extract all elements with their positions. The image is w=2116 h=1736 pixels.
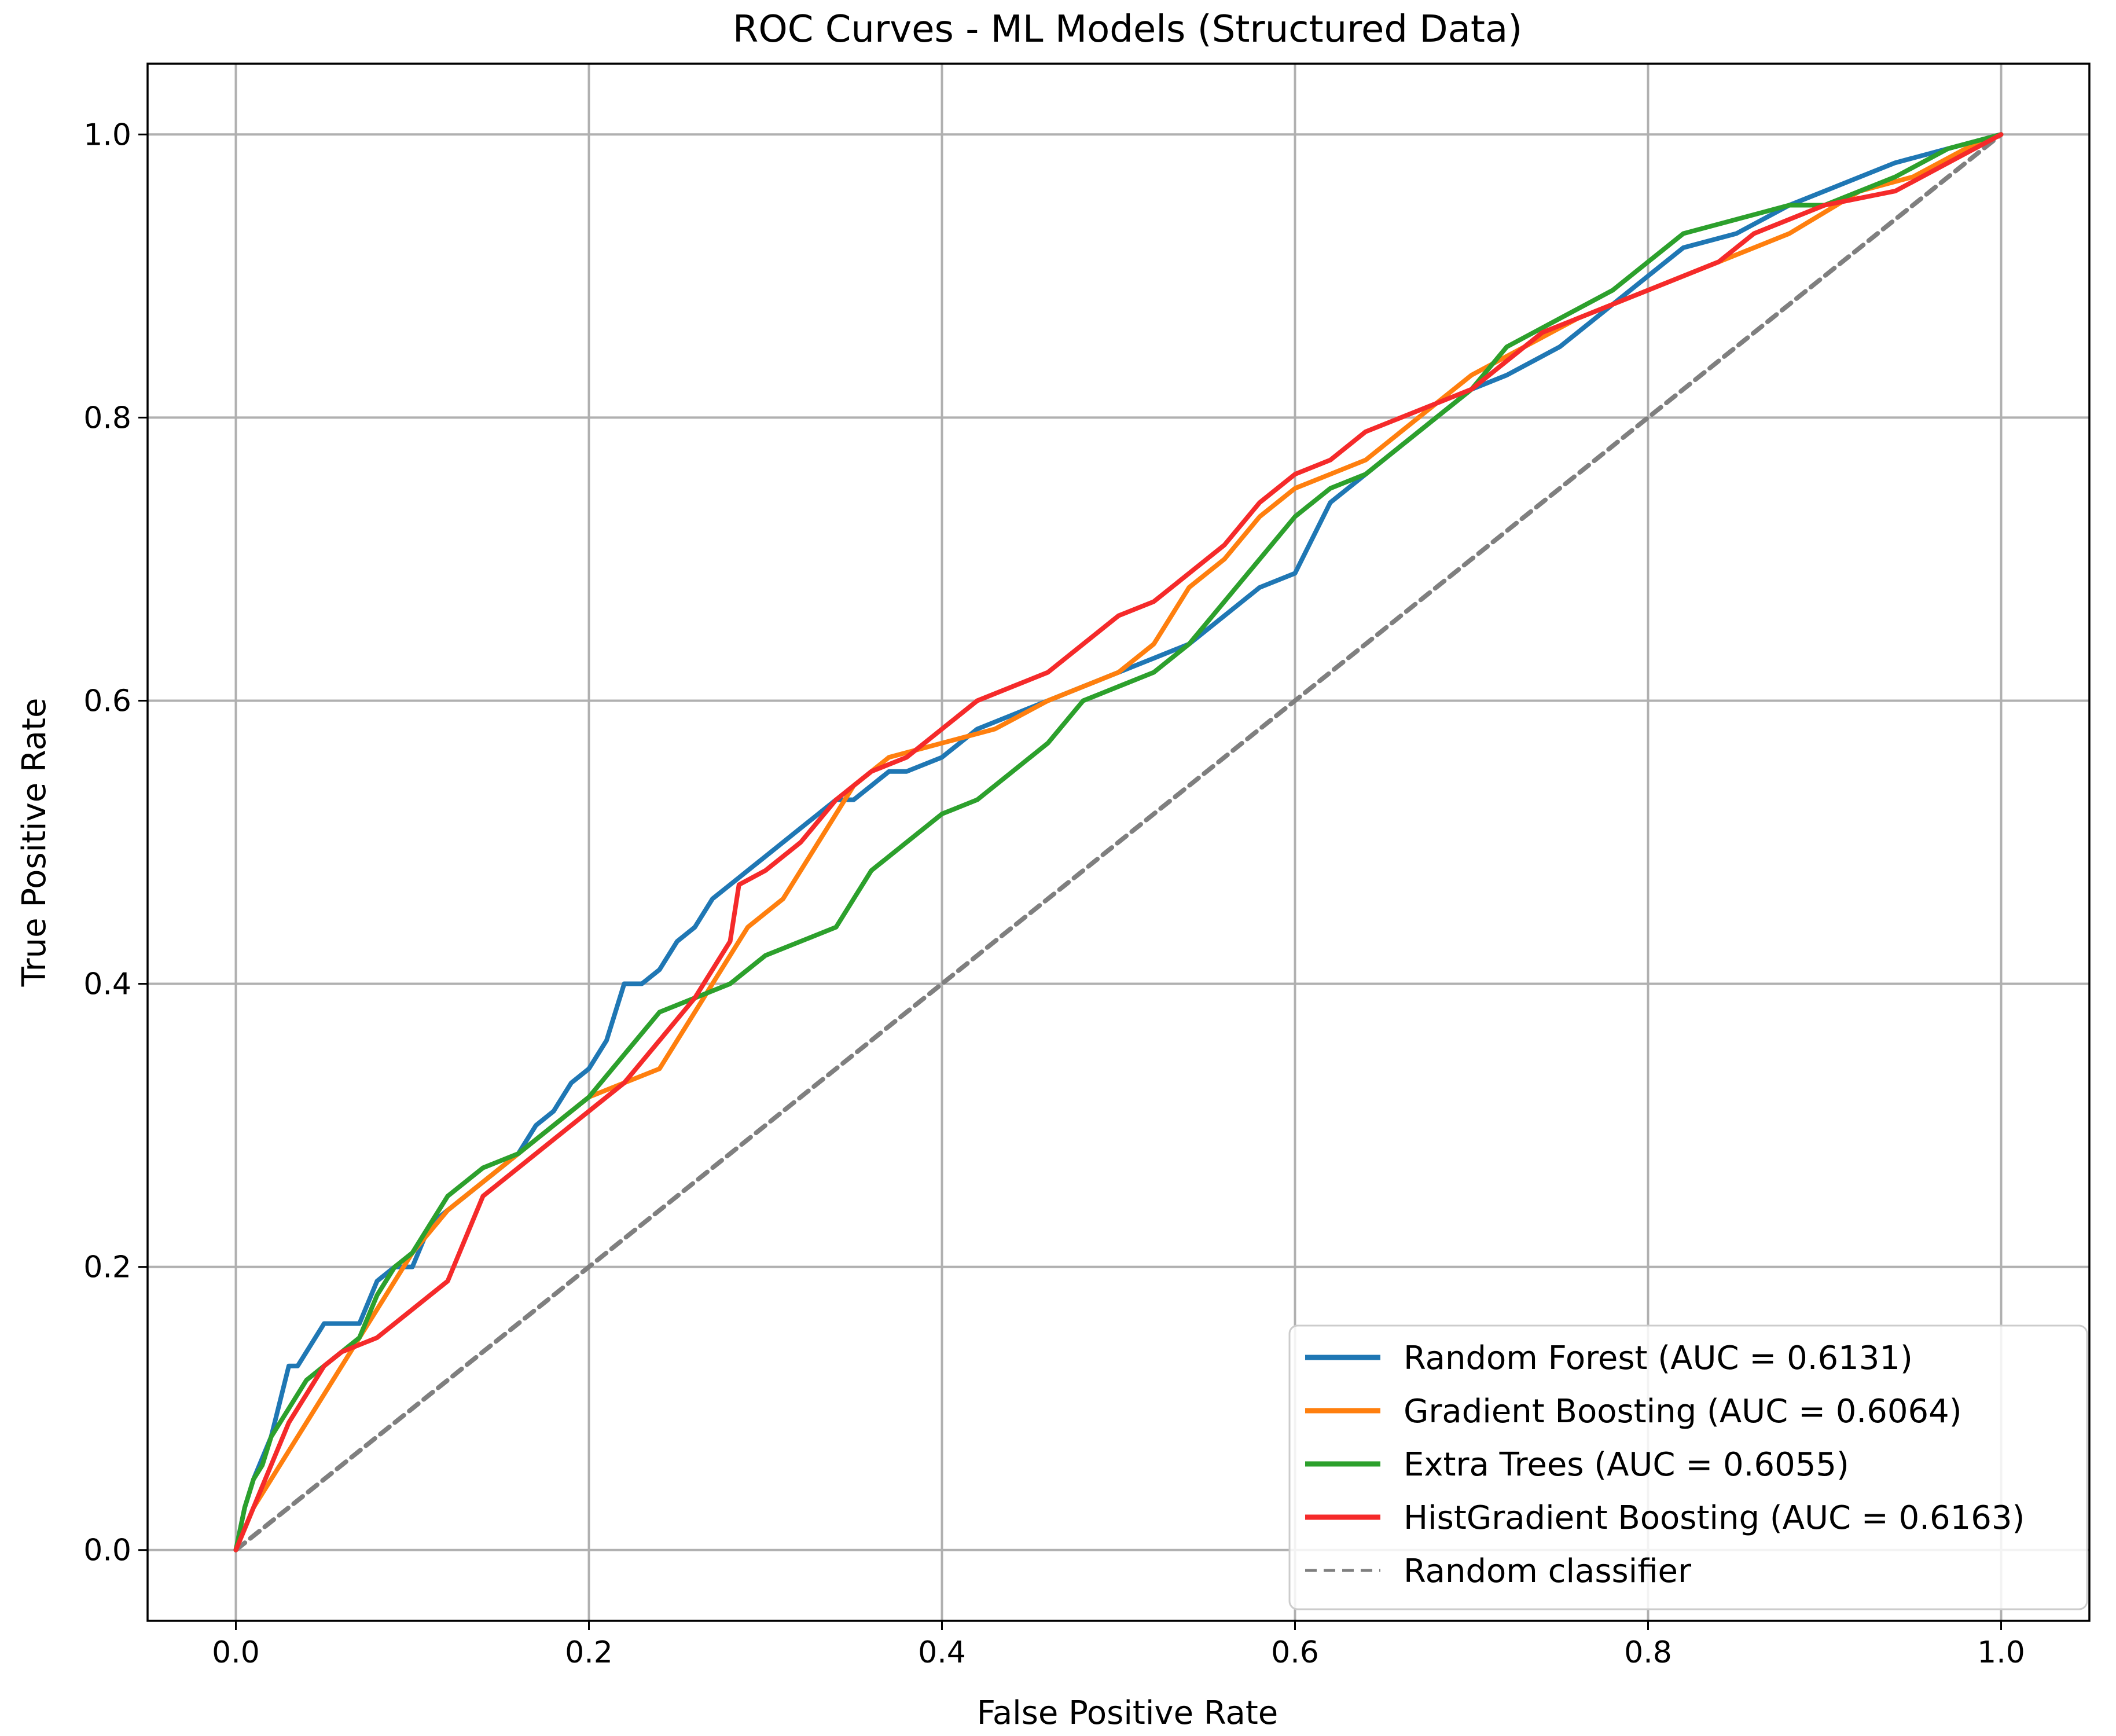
y-axis-label: True Positive Rate bbox=[16, 698, 53, 988]
grid bbox=[148, 64, 2089, 1621]
legend-label: Random Forest (AUC = 0.6131) bbox=[1404, 1339, 1913, 1377]
chart-title: ROC Curves - ML Models (Structured Data) bbox=[733, 8, 1522, 51]
x-axis-ticks: 0.0 0.2 0.4 0.6 0.8 1.0 bbox=[212, 1621, 2025, 1670]
x-tick-label: 0.6 bbox=[1271, 1635, 1319, 1670]
plot-frame bbox=[146, 63, 2091, 1622]
roc-line-3 bbox=[233, 132, 2004, 1553]
x-tick-label: 0.0 bbox=[212, 1635, 260, 1670]
legend-label: Gradient Boosting (AUC = 0.6064) bbox=[1404, 1393, 1962, 1430]
x-tick-label: 0.8 bbox=[1624, 1635, 1672, 1670]
x-tick-label: 0.2 bbox=[565, 1635, 613, 1670]
random-classifier-line bbox=[233, 132, 2004, 1553]
random-classifier-layer bbox=[233, 132, 2004, 1553]
x-tick-label: 0.4 bbox=[918, 1635, 966, 1670]
y-tick-label: 1.0 bbox=[83, 118, 131, 152]
roc-line-1 bbox=[233, 132, 2004, 1553]
x-axis-label: False Positive Rate bbox=[977, 1694, 1278, 1732]
legend-label: Random classifier bbox=[1404, 1553, 1692, 1590]
y-tick-label: 0.8 bbox=[83, 401, 131, 435]
legend-box bbox=[1288, 1324, 2088, 1610]
legend-label: HistGradient Boosting (AUC = 0.6163) bbox=[1404, 1499, 2025, 1537]
legend: Random Forest (AUC = 0.6131) Gradient Boo… bbox=[1288, 1324, 2088, 1610]
y-tick-label: 0.2 bbox=[83, 1250, 131, 1285]
y-axis-ticks: 0.0 0.2 0.4 0.6 0.8 1.0 bbox=[83, 118, 148, 1568]
y-tick-label: 0.0 bbox=[83, 1533, 131, 1568]
y-tick-label: 0.6 bbox=[83, 684, 131, 718]
legend-label: Extra Trees (AUC = 0.6055) bbox=[1404, 1446, 1849, 1484]
roc-line-2 bbox=[233, 132, 2004, 1553]
series-layer bbox=[233, 132, 2004, 1553]
x-tick-label: 1.0 bbox=[1977, 1635, 2025, 1670]
y-tick-label: 0.4 bbox=[83, 967, 131, 1002]
